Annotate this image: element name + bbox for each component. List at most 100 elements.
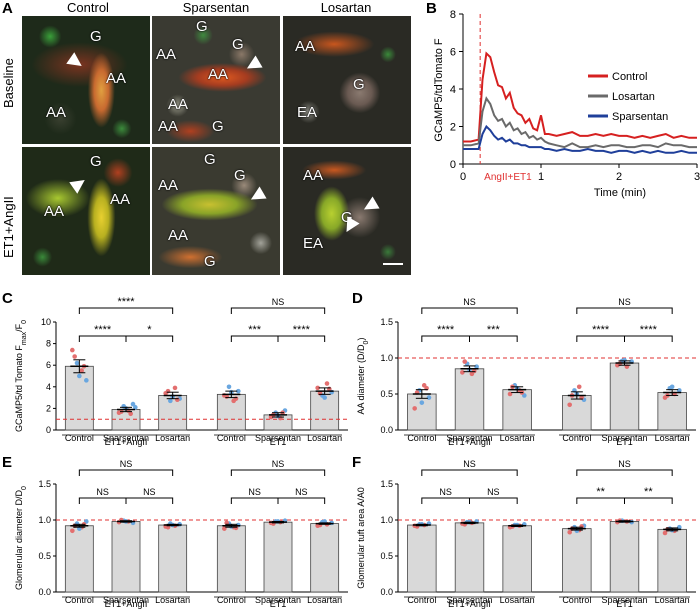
legend-label-control: Control bbox=[612, 71, 647, 83]
micrograph-label: G bbox=[234, 167, 246, 184]
micrograph-label: G bbox=[341, 209, 353, 226]
micrograph-label: AA bbox=[158, 177, 179, 194]
x-tick-label-d: Losartan bbox=[500, 433, 535, 443]
significance-label-f: NS bbox=[439, 487, 452, 497]
significance-bracket-f bbox=[576, 497, 625, 504]
y-tick-label-e: 1.5 bbox=[38, 479, 51, 489]
x-tick-label-c: Control bbox=[65, 433, 94, 443]
micrograph-label: G bbox=[204, 151, 216, 168]
bar-chart-d: 0.0 0.5 1.0 1.5 AA diameter (D/D0) Control Spa… bbox=[356, 297, 696, 447]
y-tick-label-f: 1.0 bbox=[380, 515, 393, 525]
data-point-c bbox=[77, 373, 82, 379]
micrograph-label: AA bbox=[168, 227, 189, 244]
y-tick-label-e: 1.0 bbox=[38, 515, 51, 525]
micrograph-label: AA bbox=[168, 96, 189, 113]
y-tick-label-c: 6 bbox=[46, 360, 51, 370]
bar-e bbox=[263, 521, 293, 593]
group-label-f: ET1 bbox=[616, 599, 633, 609]
group-label-e: ET1+AngII bbox=[105, 599, 148, 609]
bar-e bbox=[64, 525, 94, 593]
significance-bracket-d bbox=[624, 335, 673, 342]
significance-label-d: **** bbox=[640, 324, 658, 336]
significance-label-e: NS bbox=[248, 487, 261, 497]
significance-label-c: **** bbox=[117, 296, 135, 308]
significance-bracket-e bbox=[277, 497, 326, 504]
data-point-d bbox=[460, 370, 465, 375]
significance-bracket-f bbox=[624, 497, 673, 504]
panel-letter-b: B bbox=[426, 0, 437, 17]
bar-d bbox=[454, 368, 485, 431]
group-label-e: ET1 bbox=[270, 599, 287, 609]
micrograph-label: AA bbox=[158, 118, 179, 135]
bar-c bbox=[111, 409, 141, 431]
bar-f bbox=[502, 525, 532, 593]
significance-bracket-d bbox=[421, 335, 470, 342]
y-tick-label-b: 8 bbox=[450, 9, 456, 21]
significance-label-f: ** bbox=[596, 486, 605, 498]
x-tick-label-c: Control bbox=[217, 433, 246, 443]
significance-bracket-f bbox=[469, 497, 518, 504]
micrograph-label: AA bbox=[303, 167, 324, 184]
column-title-losartan: Losartan bbox=[320, 0, 372, 15]
y-tick-label-b: 4 bbox=[450, 84, 456, 96]
significance-label-c: *** bbox=[248, 324, 262, 336]
y-tick-label-f: 0.5 bbox=[380, 551, 393, 561]
x-tick-label-e: Sparsentan bbox=[103, 595, 149, 605]
data-point-c bbox=[79, 368, 84, 373]
panel-letter-f: F bbox=[352, 454, 362, 471]
x-tick-label-b: 1 bbox=[538, 171, 544, 183]
x-tick-label-d: Control bbox=[562, 433, 591, 443]
y-tick-label-c: 8 bbox=[46, 339, 51, 349]
bar-c bbox=[216, 393, 246, 431]
y-tick-label-e: 0.0 bbox=[38, 587, 51, 597]
y-axis-label-c: GCaMP5/td Tomato Fmax/F0 bbox=[14, 320, 28, 432]
y-tick-label-c: 4 bbox=[46, 382, 51, 392]
x-tick-label-f: Control bbox=[562, 595, 591, 605]
y-tick-label-e: 0.5 bbox=[38, 551, 51, 561]
data-point-f bbox=[662, 530, 668, 536]
series-line-losartan bbox=[463, 96, 697, 149]
group-label-d: ET1 bbox=[616, 437, 633, 447]
data-point-d bbox=[426, 395, 432, 400]
data-point-d bbox=[462, 359, 468, 364]
data-point-c bbox=[233, 396, 239, 401]
y-tick-label-c: 2 bbox=[46, 403, 51, 413]
series-line-sparsentan bbox=[463, 124, 697, 154]
data-point-c bbox=[175, 397, 180, 403]
data-point-e bbox=[70, 528, 75, 534]
stimulus-label-b: AngII+ET1 bbox=[484, 172, 532, 183]
significance-bracket-e bbox=[230, 497, 279, 504]
x-tick-label-e: Losartan bbox=[307, 595, 342, 605]
significance-label-e: NS bbox=[295, 487, 308, 497]
bar-chart-e: 0.0 0.5 1.0 1.5 Glomerular diameter D/D0 Cont… bbox=[14, 459, 348, 609]
x-tick-label-b: 3 bbox=[694, 171, 700, 183]
significance-label-d: *** bbox=[487, 324, 501, 336]
data-point-f bbox=[567, 529, 572, 535]
column-title-control: Control bbox=[67, 0, 109, 15]
data-point-c bbox=[84, 378, 89, 383]
x-axis-label-b: Time (min) bbox=[594, 187, 646, 199]
bar-e bbox=[158, 524, 188, 593]
significance-bracket-c bbox=[277, 335, 326, 342]
column-title-sparsentan: Sparsentan bbox=[182, 0, 250, 15]
panel-letter-a: A bbox=[2, 0, 13, 17]
bar-chart-c: 0 2 4 6 8 10 GCaMP5/td Tomato Fmax/F0 Control Sp… bbox=[14, 296, 348, 447]
bar-d bbox=[407, 393, 437, 431]
bar-d bbox=[657, 392, 687, 431]
significance-bracket-f bbox=[576, 469, 673, 476]
significance-label-f: NS bbox=[487, 487, 500, 497]
y-axis-label-d: AA diameter (D/D0) bbox=[356, 338, 370, 415]
bar-f bbox=[454, 522, 485, 593]
significance-bracket-c bbox=[230, 335, 279, 342]
significance-bracket-e bbox=[125, 497, 174, 504]
bar-f bbox=[562, 528, 592, 593]
bar-d bbox=[502, 389, 532, 431]
x-tick-label-e: Sparsentan bbox=[255, 595, 301, 605]
data-point-d bbox=[669, 384, 675, 390]
significance-bracket-e bbox=[78, 497, 127, 504]
data-point-c bbox=[315, 385, 320, 391]
x-tick-label-c: Sparsentan bbox=[103, 433, 149, 443]
y-tick-label-d: 1.0 bbox=[380, 353, 393, 363]
bar-c bbox=[158, 395, 188, 431]
